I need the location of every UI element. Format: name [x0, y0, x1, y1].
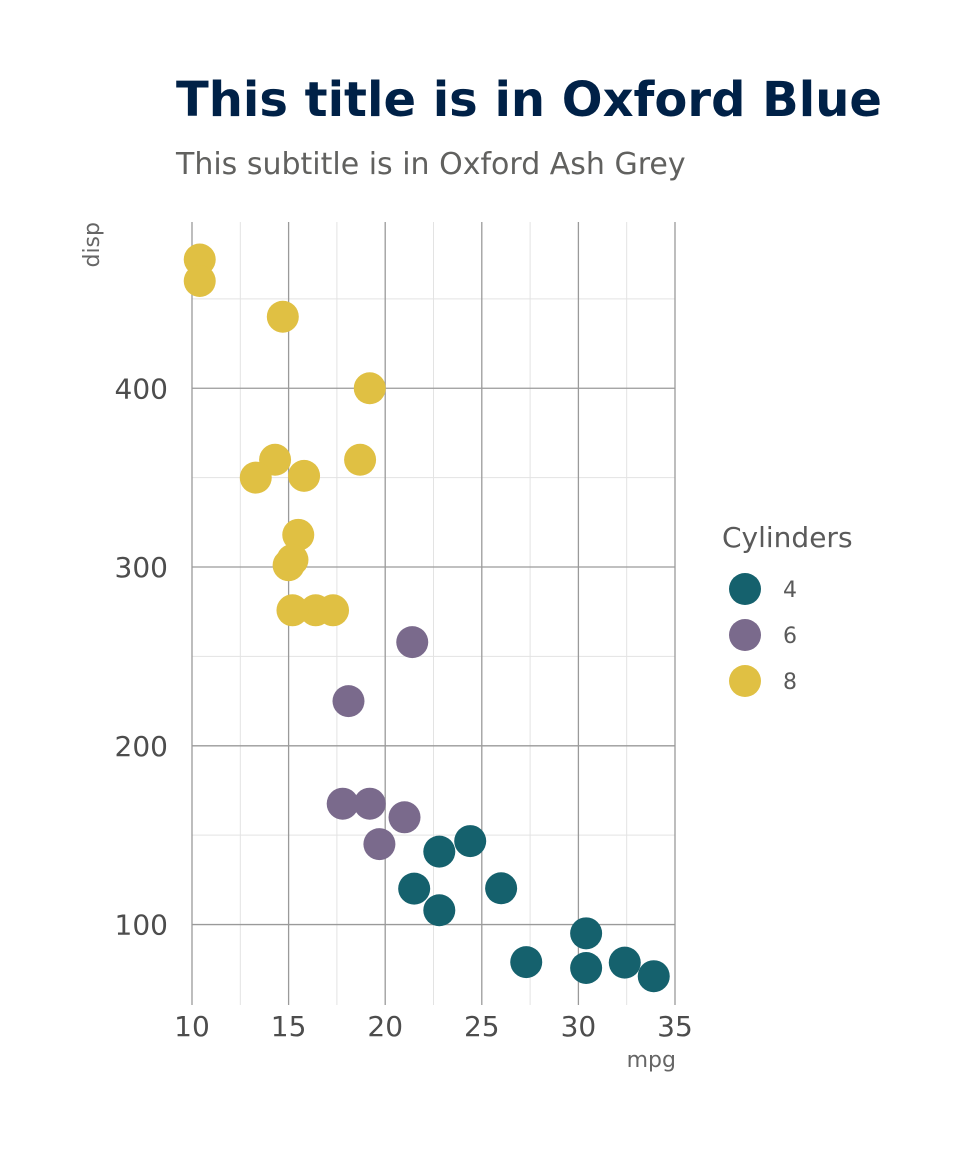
legend-label-4: 4 [783, 578, 797, 603]
point-cyl-8 [183, 264, 216, 297]
point-cyl-4 [398, 872, 431, 905]
chart-title: This title is in Oxford Blue [176, 72, 882, 128]
major-gridlines [191, 222, 676, 1005]
point-cyl-8 [317, 594, 350, 627]
point-cyl-4 [570, 917, 603, 950]
legend-label-8: 8 [783, 670, 797, 695]
y-axis-ticks: 100 200 300 400 [115, 372, 168, 941]
point-cyl-4 [454, 825, 487, 858]
point-cyl-8 [272, 549, 305, 582]
y-tick-label: 400 [115, 372, 168, 405]
x-axis-title: mpg [627, 1048, 676, 1073]
point-cyl-6 [326, 787, 359, 820]
x-tick-label: 10 [174, 1010, 210, 1043]
point-cyl-8 [353, 372, 386, 405]
minor-gridlines [192, 222, 675, 1005]
point-cyl-4 [637, 960, 670, 993]
point-cyl-6 [388, 801, 421, 834]
y-axis-title: disp [80, 222, 105, 268]
x-tick-label: 35 [657, 1010, 693, 1043]
point-cyl-8 [276, 594, 309, 627]
legend-key-4 [729, 573, 761, 605]
point-cyl-8 [282, 518, 315, 551]
point-cyl-8 [288, 459, 321, 492]
point-cyl-8 [266, 300, 299, 333]
y-tick-label: 300 [115, 551, 168, 584]
x-tick-label: 30 [561, 1010, 597, 1043]
y-tick-label: 200 [115, 730, 168, 763]
point-cyl-6 [363, 828, 396, 861]
legend-label-6: 6 [783, 624, 797, 649]
point-cyl-4 [485, 872, 518, 905]
x-axis-ticks: 10 15 20 25 30 35 [174, 1010, 693, 1043]
x-tick-label: 20 [367, 1010, 403, 1043]
point-cyl-6 [353, 787, 386, 820]
point-cyl-4 [510, 946, 543, 979]
x-tick-label: 15 [271, 1010, 307, 1043]
legend: Cylinders 4 6 8 [722, 521, 853, 697]
point-cyl-8 [344, 443, 377, 476]
point-cyl-4 [423, 894, 456, 927]
point-cyl-6 [332, 685, 365, 718]
point-cyl-8 [239, 461, 272, 494]
point-cyl-6 [396, 626, 429, 659]
y-tick-label: 100 [115, 909, 168, 942]
x-tick-label: 25 [464, 1010, 500, 1043]
legend-key-8 [729, 665, 761, 697]
point-cyl-4 [608, 946, 641, 979]
point-cyl-4 [570, 951, 603, 984]
point-cyl-4 [423, 835, 456, 868]
legend-key-6 [729, 619, 761, 651]
legend-title: Cylinders [722, 521, 853, 554]
data-points [183, 243, 670, 993]
chart-subtitle: This subtitle is in Oxford Ash Grey [175, 147, 686, 182]
